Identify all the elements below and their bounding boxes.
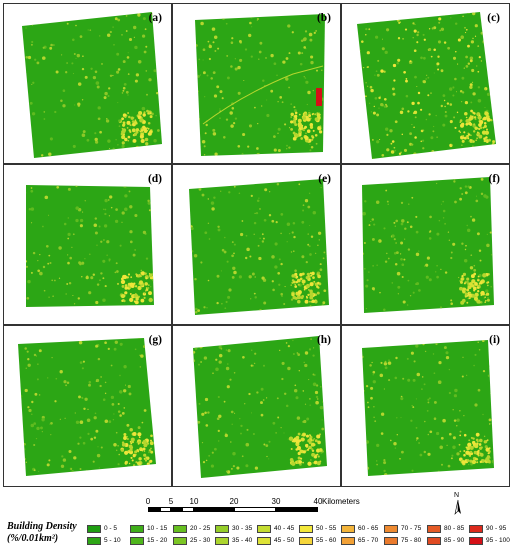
legend-label: 20 - 25	[190, 525, 211, 532]
map-panel: (b)	[172, 3, 341, 164]
panel-label: (h)	[316, 334, 331, 346]
legend-label: 80 - 85	[444, 525, 465, 532]
legend-swatch	[173, 525, 187, 533]
map-panel: (g)	[3, 325, 172, 487]
scale-tick-label: 5	[168, 497, 174, 506]
density-raster	[22, 12, 162, 158]
map-panel: (e)	[172, 164, 341, 325]
scale-segment	[171, 507, 182, 512]
study-area-footprint	[18, 338, 156, 476]
density-raster	[193, 336, 327, 478]
legend-label: 30 - 35	[232, 525, 253, 532]
legend-label: 50 - 55	[316, 525, 337, 532]
legend-swatches: 0 - 5 5 - 10 10 - 15 15 - 20 20 - 25 25 - 30 3…	[3, 489, 510, 547]
legend-swatch	[469, 537, 483, 545]
panel-label: (b)	[316, 12, 331, 24]
legend-title: Building Density (%/0.01km²)	[7, 521, 87, 545]
density-raster	[362, 340, 494, 476]
density-raster	[189, 179, 329, 315]
north-label: N	[454, 492, 460, 499]
panel-label: (i)	[489, 334, 500, 346]
map-panel: (d)	[3, 164, 172, 325]
high-density-patch	[316, 88, 322, 106]
map-panel: (f)	[341, 164, 510, 325]
legend-area: Building Density (%/0.01km²) 0 - 5 5 - 10…	[3, 489, 510, 547]
legend-label: 70 - 75	[401, 525, 422, 532]
scale-tick-label: 10	[189, 497, 199, 506]
legend-label: 85 - 90	[444, 537, 465, 544]
map-panel-grid: (a) (b) (c) (d) (e) (f) (g) (h) (i)	[3, 3, 510, 487]
legend-swatch	[87, 525, 101, 533]
map-panel: (c)	[341, 3, 510, 164]
legend-swatch	[341, 537, 355, 545]
panel-label: (e)	[318, 173, 331, 185]
legend-label: 15 - 20	[147, 537, 168, 544]
study-area-footprint	[193, 336, 327, 478]
legend-swatch	[257, 525, 271, 533]
legend-label: 90 - 95	[486, 525, 507, 532]
legend-swatch	[299, 525, 313, 533]
scale-bar: 0 5 10 20 30 40 Kilometers	[144, 497, 374, 517]
map-panel: (i)	[341, 325, 510, 487]
legend-title-line2: (%/0.01km²)	[7, 533, 59, 544]
density-raster	[362, 177, 494, 313]
density-raster	[357, 12, 496, 159]
scale-segment	[160, 507, 171, 512]
legend-label: 75 - 80	[401, 537, 422, 544]
legend-swatch	[215, 525, 229, 533]
scale-tick-label: 40	[313, 497, 323, 506]
legend-swatch	[299, 537, 313, 545]
scale-tick-label: 30	[271, 497, 281, 506]
panel-label: (f)	[488, 173, 501, 185]
scale-segment	[234, 507, 276, 512]
scale-unit: Kilometers	[322, 497, 360, 506]
legend-swatch	[427, 525, 441, 533]
panel-label: (d)	[147, 173, 162, 185]
density-raster	[195, 14, 325, 156]
north-arrow: N	[452, 492, 464, 516]
legend-swatch	[130, 525, 144, 533]
legend-swatch	[215, 537, 229, 545]
legend-swatch	[469, 525, 483, 533]
map-panel: (a)	[3, 3, 172, 164]
north-arrow-icon	[454, 499, 461, 515]
legend-label: 25 - 30	[190, 537, 211, 544]
scale-tick-label: 0	[145, 497, 151, 506]
scale-segment	[276, 507, 318, 512]
map-panel: (h)	[172, 325, 341, 487]
legend-label: 10 - 15	[147, 525, 168, 532]
legend-label: 5 - 10	[104, 537, 121, 544]
density-raster	[18, 338, 156, 476]
study-area-footprint	[362, 177, 494, 313]
legend-swatch	[384, 525, 398, 533]
legend-swatch	[130, 537, 144, 545]
legend-label: 60 - 65	[358, 525, 379, 532]
legend-label: 35 - 40	[232, 537, 253, 544]
study-area-footprint	[22, 12, 162, 158]
legend-swatch	[384, 537, 398, 545]
panel-label: (a)	[148, 12, 162, 24]
legend-label: 45 - 50	[274, 537, 295, 544]
panel-label: (c)	[487, 12, 500, 24]
legend-swatch	[427, 537, 441, 545]
legend-swatch	[257, 537, 271, 545]
legend-swatch	[87, 537, 101, 545]
density-raster	[26, 185, 154, 307]
legend-label: 95 - 100	[486, 537, 510, 544]
legend-swatch	[341, 525, 355, 533]
legend-label: 0 - 5	[104, 525, 118, 532]
legend-label: 40 - 45	[274, 525, 295, 532]
panel-label: (g)	[148, 334, 162, 346]
study-area-footprint	[357, 12, 496, 159]
legend-label: 65 - 70	[358, 537, 379, 544]
scale-segment	[194, 507, 234, 512]
scale-segment	[182, 507, 194, 512]
legend-title-line1: Building Density	[7, 521, 77, 532]
study-area-footprint	[362, 340, 494, 476]
legend-swatch	[173, 537, 187, 545]
scale-segment	[148, 507, 160, 512]
scale-tick-label: 20	[229, 497, 239, 506]
legend-label: 55 - 60	[316, 537, 337, 544]
study-area-footprint	[26, 185, 154, 307]
